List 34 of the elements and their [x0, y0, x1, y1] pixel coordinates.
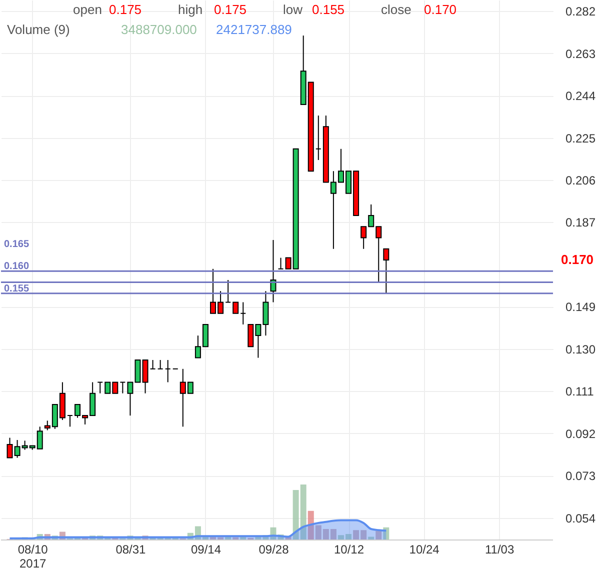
ref-line-label: 0.160 [4, 261, 30, 272]
x-tick-label: 09/14 [190, 542, 222, 556]
y-tick-label: 0.111 [566, 384, 594, 399]
ref-line-label: 0.165 [4, 239, 30, 250]
x-tick-label: 08/31 [116, 542, 146, 556]
annotation: 0.170 [424, 2, 457, 17]
y-tick-label: 0.149 [566, 300, 596, 314]
x-tick-label: 10/24 [409, 542, 440, 556]
y-tick-label: 0.206 [566, 174, 596, 188]
x-tick-label: 10/12 [334, 542, 364, 556]
y-tick-label: 0.263 [566, 46, 596, 61]
annotation: close [381, 2, 412, 17]
annotation: 0.175 [214, 2, 247, 17]
annotation: 0.155 [312, 2, 345, 17]
annotation: 3488709.000 [121, 22, 197, 37]
y-tick-label: 0.225 [566, 131, 596, 146]
y-tick-label: 0.130 [566, 342, 596, 356]
y-tick-label: 0.282 [566, 4, 596, 19]
y-tick-label: 0.073 [566, 469, 596, 484]
annotation: open [73, 2, 102, 17]
y-tick-label: 0.054 [566, 511, 596, 526]
y-tick-label: 0.092 [566, 426, 596, 441]
annotation: 2421737.889 [216, 22, 292, 37]
annotation: high [178, 2, 203, 17]
annotation: low [283, 2, 304, 17]
annotation: 0.175 [109, 2, 142, 17]
ref-line-label: 0.155 [4, 283, 30, 294]
y-tick-label: 0.244 [566, 89, 596, 104]
y-tick-label: 0.187 [566, 216, 596, 230]
x-tick-label: 09/28 [258, 542, 290, 556]
annotation: Volume (9) [7, 22, 70, 37]
text: 0.170 [561, 252, 594, 267]
x-tick-label: 08/10 2017 [18, 542, 48, 568]
x-tick-label: 11/03 [485, 542, 514, 556]
